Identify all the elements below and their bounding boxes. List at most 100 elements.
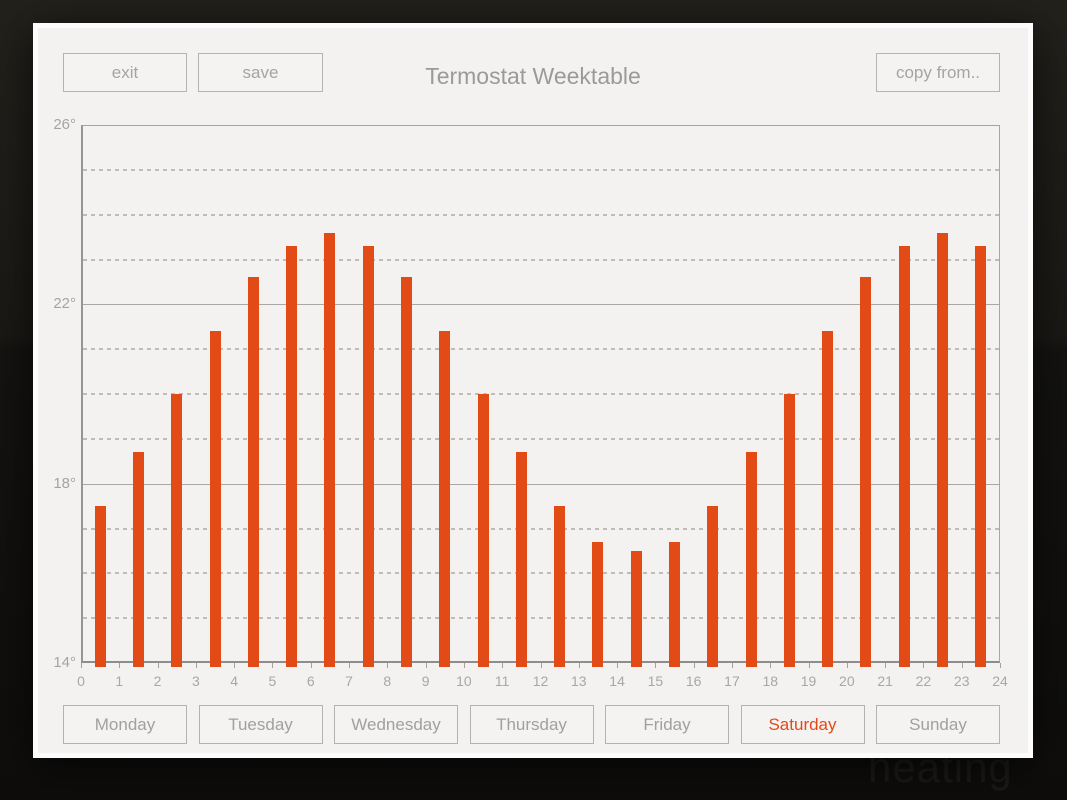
- day-tab-wednesday[interactable]: Wednesday: [334, 705, 458, 744]
- weektable-chart: 26° 22° 18° 14° 0 1 2 3 4 5 6 7 8 9 10 11 12 13 14 15 16 17 18…: [38, 28, 1028, 753]
- bar-hour-4[interactable]: [247, 277, 259, 667]
- day-tab-friday[interactable]: Friday: [605, 705, 729, 744]
- bar-hour-19[interactable]: [822, 331, 834, 667]
- x-axis-tick-9: [425, 663, 427, 668]
- y-axis-label-22: 22°: [53, 295, 76, 313]
- page-title: Termostat Weektable: [425, 63, 641, 89]
- x-axis-label-9: 9: [421, 673, 430, 689]
- bar-hour-18[interactable]: [783, 394, 795, 667]
- x-axis-label-22: 22: [915, 673, 932, 689]
- bar-hour-9[interactable]: [439, 331, 451, 667]
- x-axis-tick-22: [923, 663, 925, 668]
- thermostat-weektable-window: exit save Termostat Weektable copy from.…: [33, 23, 1033, 758]
- x-axis-label-5: 5: [268, 673, 277, 689]
- x-axis-tick-12: [540, 663, 542, 668]
- bar-hour-22[interactable]: [937, 232, 949, 667]
- x-axis-label-21: 21: [877, 673, 893, 689]
- bar-hour-13[interactable]: [592, 541, 604, 667]
- gridline-dashed-16: [83, 572, 999, 575]
- x-axis-label-16: 16: [685, 673, 702, 689]
- bar-hour-7[interactable]: [362, 246, 374, 667]
- x-axis-label-20: 20: [839, 673, 855, 689]
- gridline-dashed-20: [83, 393, 999, 395]
- x-axis-tick-16: [693, 663, 695, 668]
- x-axis-label-2: 2: [153, 673, 162, 689]
- bar-hour-20[interactable]: [860, 277, 872, 667]
- day-tab-thursday[interactable]: Thursday: [469, 705, 594, 744]
- x-axis-tick-8: [387, 663, 389, 668]
- x-axis-label-15: 15: [647, 673, 664, 689]
- gridline-solid-18: [83, 483, 999, 485]
- x-axis-tick-20: [846, 663, 848, 668]
- gridline-solid-22: [83, 304, 999, 306]
- x-axis-tick-2: [157, 663, 159, 668]
- x-axis-tick-0: [81, 663, 82, 668]
- x-axis-label-12: 12: [532, 673, 549, 689]
- bar-hour-8[interactable]: [400, 277, 412, 667]
- x-axis-tick-3: [195, 663, 197, 668]
- x-axis-tick-4: [234, 663, 236, 668]
- save-button[interactable]: save: [198, 53, 323, 92]
- gridline-dashed-17: [83, 527, 999, 530]
- x-axis-label-10: 10: [456, 673, 472, 689]
- x-axis-label-3: 3: [191, 673, 200, 689]
- x-axis-label-8: 8: [383, 673, 392, 689]
- gridline-dashed-23: [83, 258, 999, 261]
- x-axis-tick-14: [617, 663, 619, 668]
- x-axis-tick-10: [463, 663, 465, 668]
- gridline-dashed-25: [83, 168, 999, 171]
- x-axis-label-7: 7: [345, 673, 353, 689]
- x-axis-label-19: 19: [800, 673, 817, 689]
- x-axis-tick-15: [655, 663, 657, 668]
- x-axis-label-13: 13: [570, 673, 587, 689]
- bar-hour-5[interactable]: [286, 246, 298, 667]
- x-axis-label-23: 23: [953, 673, 970, 689]
- day-tabs-row: Monday Tuesday Wednesday Thursday Friday Satu…: [63, 705, 1000, 744]
- day-tab-tuesday[interactable]: Tuesday: [198, 705, 323, 744]
- x-axis-tick-19: [808, 663, 810, 668]
- x-axis-tick-18: [770, 663, 772, 668]
- bar-hour-17[interactable]: [745, 452, 757, 667]
- y-axis-label-26: 26°: [53, 116, 76, 133]
- bar-hour-12[interactable]: [554, 506, 566, 667]
- y-axis-label-18: 18°: [53, 474, 76, 492]
- x-axis-tick-6: [310, 663, 312, 668]
- x-axis-tick-23: [961, 663, 963, 668]
- bar-hour-6[interactable]: [324, 232, 336, 667]
- bar-hour-0[interactable]: [94, 506, 106, 667]
- x-axis-label-11: 11: [494, 673, 510, 689]
- bar-hour-16[interactable]: [707, 506, 719, 667]
- bar-hour-23[interactable]: [975, 246, 987, 667]
- bar-hour-15[interactable]: [669, 541, 681, 667]
- x-axis-label-24: 24: [992, 673, 1008, 689]
- bar-hour-1[interactable]: [132, 452, 144, 667]
- copy-from-button[interactable]: copy from..: [876, 53, 1000, 92]
- gridline-dashed-19: [83, 437, 999, 440]
- gridline-dashed-24: [83, 213, 999, 216]
- bar-hour-10[interactable]: [477, 394, 489, 667]
- bar-hour-11[interactable]: [515, 452, 527, 667]
- x-axis-tick-17: [731, 663, 733, 668]
- day-tab-saturday[interactable]: Saturday: [740, 705, 865, 744]
- x-axis-tick-7: [349, 663, 351, 668]
- x-axis-label-1: 1: [115, 673, 124, 689]
- bar-hour-14[interactable]: [630, 550, 642, 667]
- day-tab-sunday[interactable]: Sunday: [876, 705, 1000, 744]
- exit-button[interactable]: exit: [63, 53, 187, 92]
- day-tab-monday[interactable]: Monday: [63, 705, 187, 744]
- x-axis-label-17: 17: [724, 673, 740, 689]
- x-axis-tick-13: [578, 663, 580, 668]
- x-axis-label-0: 0: [77, 673, 85, 689]
- bar-hour-2[interactable]: [171, 394, 183, 667]
- bar-hour-21[interactable]: [898, 246, 910, 667]
- x-axis-tick-11: [502, 663, 504, 668]
- x-axis-label-4: 4: [230, 673, 239, 689]
- gridline-dashed-21: [83, 348, 999, 351]
- x-axis-tick-1: [119, 663, 121, 668]
- x-axis-label-6: 6: [306, 673, 315, 689]
- bar-hour-3[interactable]: [209, 331, 221, 667]
- gridline-dashed-15: [83, 617, 999, 620]
- x-axis-tick-24: [1000, 663, 1001, 668]
- y-axis-label-14: 14°: [53, 654, 76, 671]
